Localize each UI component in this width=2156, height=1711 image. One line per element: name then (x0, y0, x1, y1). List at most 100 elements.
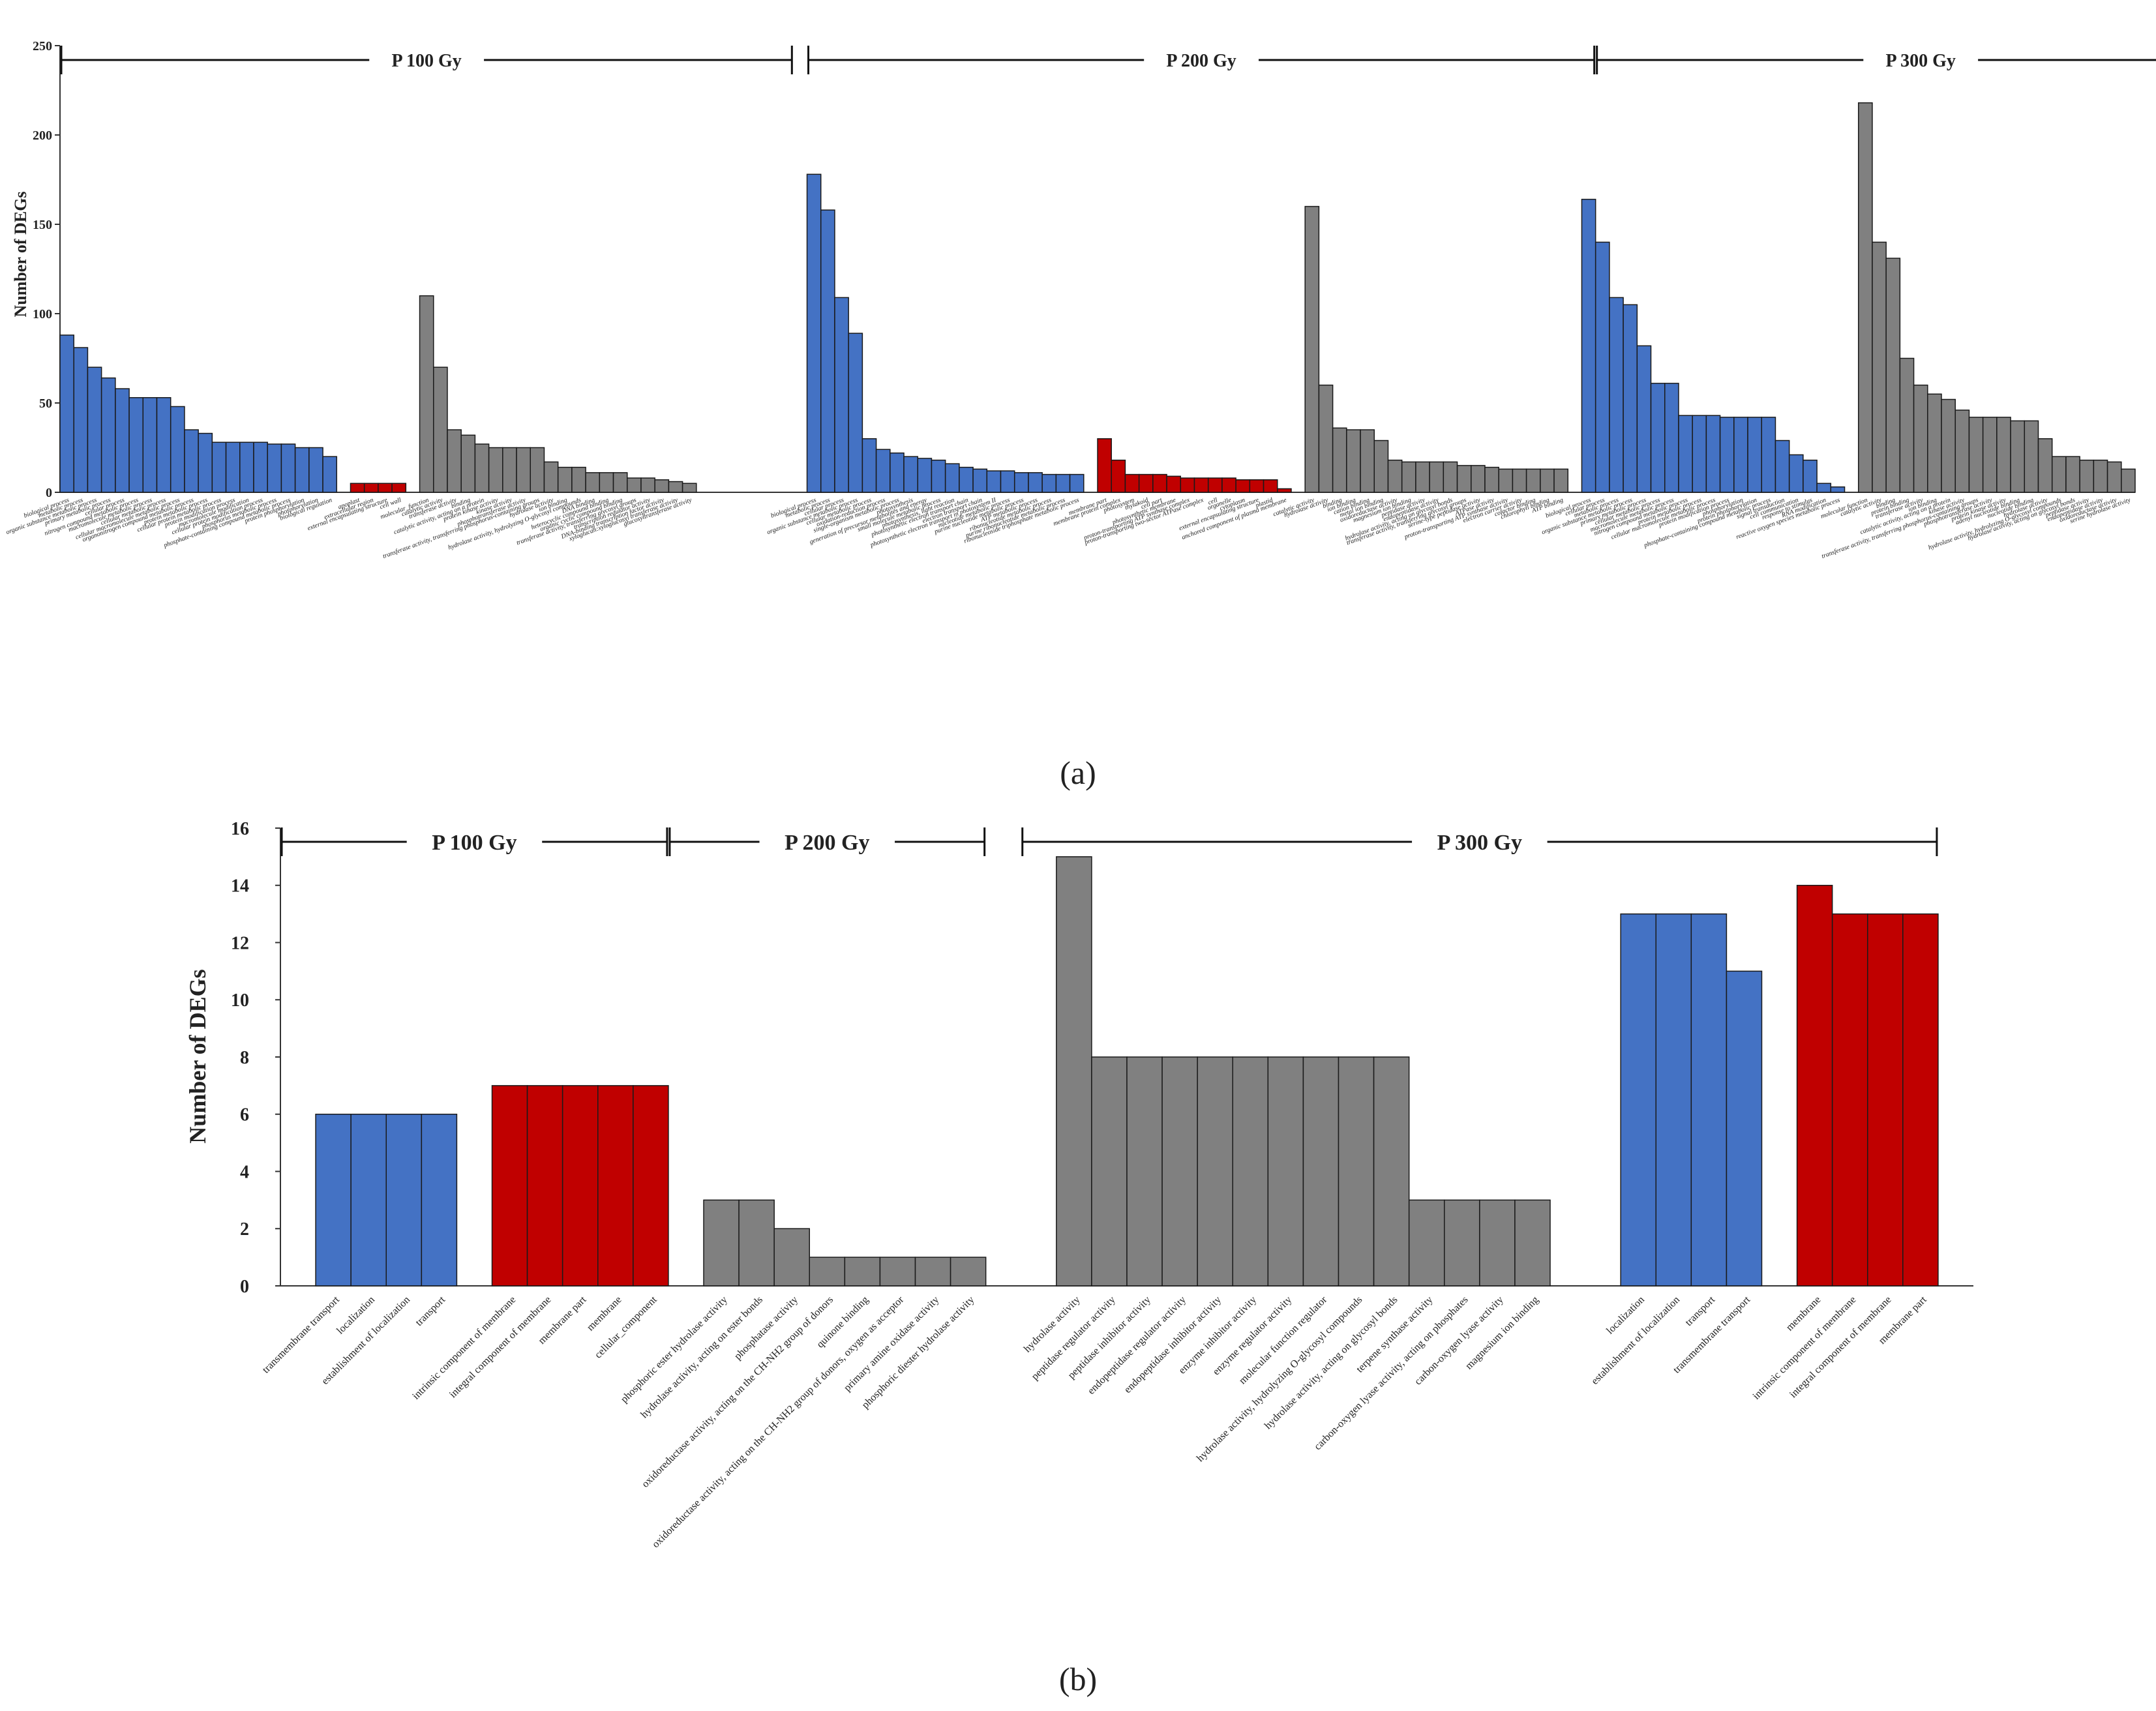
bar (1623, 304, 1638, 493)
bar (1927, 393, 1942, 493)
bar (1221, 477, 1236, 493)
bar (1097, 438, 1112, 493)
bar (1304, 205, 1320, 493)
bar (128, 397, 144, 493)
bar (1126, 1056, 1163, 1287)
bar (1982, 417, 1998, 493)
bar (363, 483, 379, 493)
category-label: magnesium ion binding (1463, 1294, 1541, 1372)
bar (1360, 429, 1375, 493)
y-tick-label: 0 (46, 486, 52, 500)
bar (1996, 417, 2011, 493)
bar (1595, 241, 1610, 493)
bar (1719, 417, 1735, 493)
category-label: hydrolase activity, acting on glycosyl b… (1263, 1294, 1400, 1431)
bar (350, 1114, 387, 1287)
bar (530, 447, 545, 493)
bar (1138, 473, 1154, 493)
bar (738, 1199, 775, 1287)
bar (239, 441, 254, 493)
bar (844, 1257, 881, 1287)
bar (1013, 472, 1029, 493)
bar (1553, 468, 1569, 493)
bar (1941, 398, 1956, 493)
bar (1690, 913, 1728, 1287)
bar (1456, 465, 1472, 493)
bar (1581, 198, 1596, 493)
bar (806, 173, 822, 493)
bar (280, 443, 296, 493)
bar (654, 479, 670, 493)
bar (267, 443, 282, 493)
bar (543, 461, 559, 493)
bar (198, 432, 213, 493)
category-label: cellular_component (593, 1294, 659, 1360)
group-label: P 100 Gy (432, 831, 517, 855)
bar (820, 209, 835, 493)
category-label: cell (1207, 496, 1219, 506)
bar (100, 377, 116, 493)
bar (773, 1228, 810, 1287)
bar (986, 470, 1002, 493)
bar (561, 1085, 599, 1287)
bar (225, 441, 241, 493)
bar (1525, 468, 1541, 493)
y-tick-label: 200 (33, 128, 52, 143)
bar (1302, 1056, 1340, 1287)
y-axis-title: Number of DEGs (11, 191, 30, 317)
bar (875, 449, 891, 493)
bar (571, 466, 586, 493)
bar (1913, 384, 1928, 493)
bar (1263, 479, 1278, 493)
bar (1111, 459, 1126, 493)
bar (460, 434, 476, 493)
bar (950, 1257, 987, 1287)
bar (1387, 459, 1403, 493)
bar (115, 388, 130, 493)
bar (599, 472, 614, 493)
bar (378, 483, 393, 493)
bar (1373, 1056, 1410, 1287)
bar (1235, 479, 1251, 493)
bar (308, 447, 323, 493)
group-label: P 200 Gy (785, 831, 869, 855)
y-tick-label: 10 (231, 990, 249, 1011)
category-label: phosphatase activity (732, 1294, 800, 1362)
bar (1498, 468, 1514, 493)
bar (1267, 1056, 1304, 1287)
bar (959, 466, 974, 493)
bar (1415, 461, 1430, 493)
bar (526, 1085, 563, 1287)
bar (1069, 473, 1085, 493)
category-label: transport (413, 1294, 448, 1328)
bar (917, 458, 933, 493)
category-label: hydrolase activity, hydrolyzing O-glycos… (1195, 1294, 1364, 1464)
group-label: P 100 Gy (391, 51, 461, 71)
y-axis-title: Number of DEGs (185, 969, 211, 1143)
bar (419, 295, 434, 493)
bar (2065, 456, 2080, 493)
bar (1609, 297, 1624, 493)
bar (1000, 470, 1015, 493)
bar (972, 468, 988, 493)
bar (1774, 439, 1790, 493)
bar (2121, 468, 2136, 493)
bar (1346, 429, 1361, 493)
bar (1318, 384, 1334, 493)
bar (385, 1114, 423, 1287)
category-label: hydrolase activity, acting on ester bond… (638, 1294, 765, 1421)
bar (156, 397, 172, 493)
bar (1197, 1056, 1233, 1287)
bar (184, 429, 199, 493)
bar (516, 447, 532, 493)
bar (668, 481, 683, 493)
bar (1056, 856, 1092, 1287)
bar (1650, 383, 1666, 493)
bar (2106, 461, 2122, 493)
bar (944, 463, 960, 493)
bar (1429, 461, 1445, 493)
bar (931, 459, 946, 493)
bar (1471, 465, 1486, 493)
bar (433, 366, 448, 493)
y-tick-label: 8 (240, 1048, 249, 1068)
